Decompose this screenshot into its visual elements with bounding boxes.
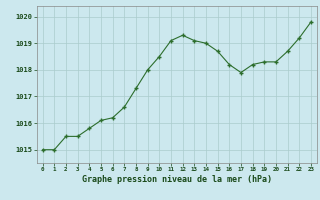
X-axis label: Graphe pression niveau de la mer (hPa): Graphe pression niveau de la mer (hPa) (82, 175, 272, 184)
